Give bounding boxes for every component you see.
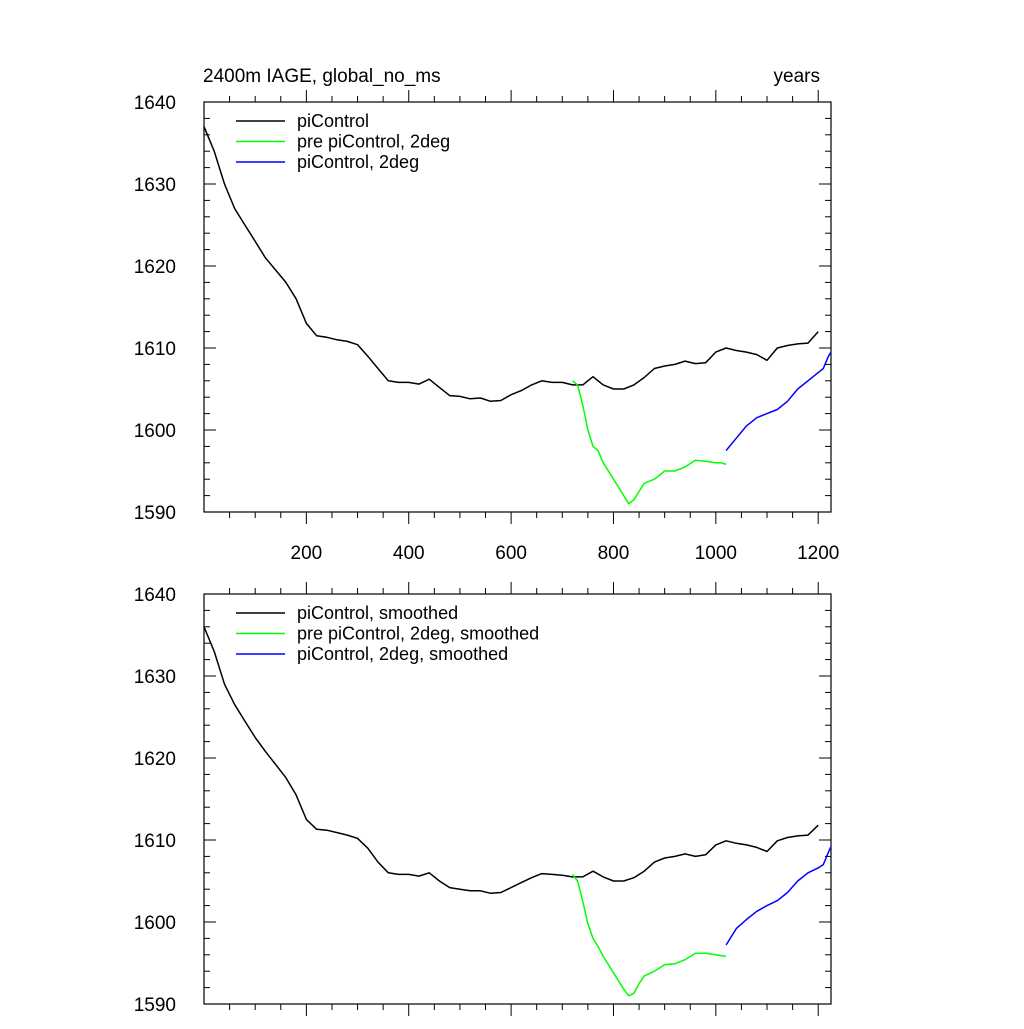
chart-title-left: 2400m IAGE, global_no_ms <box>203 66 441 87</box>
x-tick-label: 400 <box>393 543 425 564</box>
y-tick-label: 1600 <box>134 913 176 934</box>
series-line-1 <box>203 626 819 895</box>
legend-label: piControl, 2deg, smoothed <box>297 644 508 664</box>
series-line-1 <box>203 126 819 403</box>
bottom-panel: 1590 1600 1610 1620 1630 1640 piControl, smoot… <box>134 582 832 1016</box>
chart-title-right: years <box>774 66 820 87</box>
legend-label: pre piControl, 2deg <box>297 132 450 152</box>
y-tick-label: 1590 <box>134 995 176 1016</box>
legend-label: piControl, smoothed <box>297 603 458 623</box>
legend-label: piControl, 2deg <box>297 152 419 172</box>
plot-frame <box>203 101 832 513</box>
y-tick-label: 1590 <box>134 503 176 524</box>
y-tick-label: 1630 <box>134 667 176 688</box>
series-line-3 <box>725 351 832 451</box>
y-tick-label: 1620 <box>134 749 176 770</box>
y-tick-label: 1600 <box>134 421 176 442</box>
x-tick-label: 800 <box>598 543 630 564</box>
y-tick-label: 1640 <box>134 585 176 606</box>
y-tick-label: 1630 <box>134 175 176 196</box>
series-line-2 <box>571 873 727 997</box>
legend-label: piControl <box>297 111 369 131</box>
y-tick-label: 1610 <box>134 831 176 852</box>
x-tick-label: 200 <box>291 543 323 564</box>
top-panel: 1590 1600 1610 1620 1630 1640 200 400 600 800 1000… <box>134 90 839 564</box>
x-tick-label: 1000 <box>695 543 737 564</box>
y-tick-label: 1610 <box>134 339 176 360</box>
series-line-3 <box>725 846 832 946</box>
y-tick-label: 1620 <box>134 257 176 278</box>
series-line-2 <box>572 380 727 505</box>
y-tick-label: 1640 <box>134 93 176 114</box>
x-tick-label: 600 <box>495 543 527 564</box>
x-tick-label: 1200 <box>797 543 839 564</box>
plot-frame <box>203 593 832 1005</box>
legend-label: pre piControl, 2deg, smoothed <box>297 624 539 644</box>
